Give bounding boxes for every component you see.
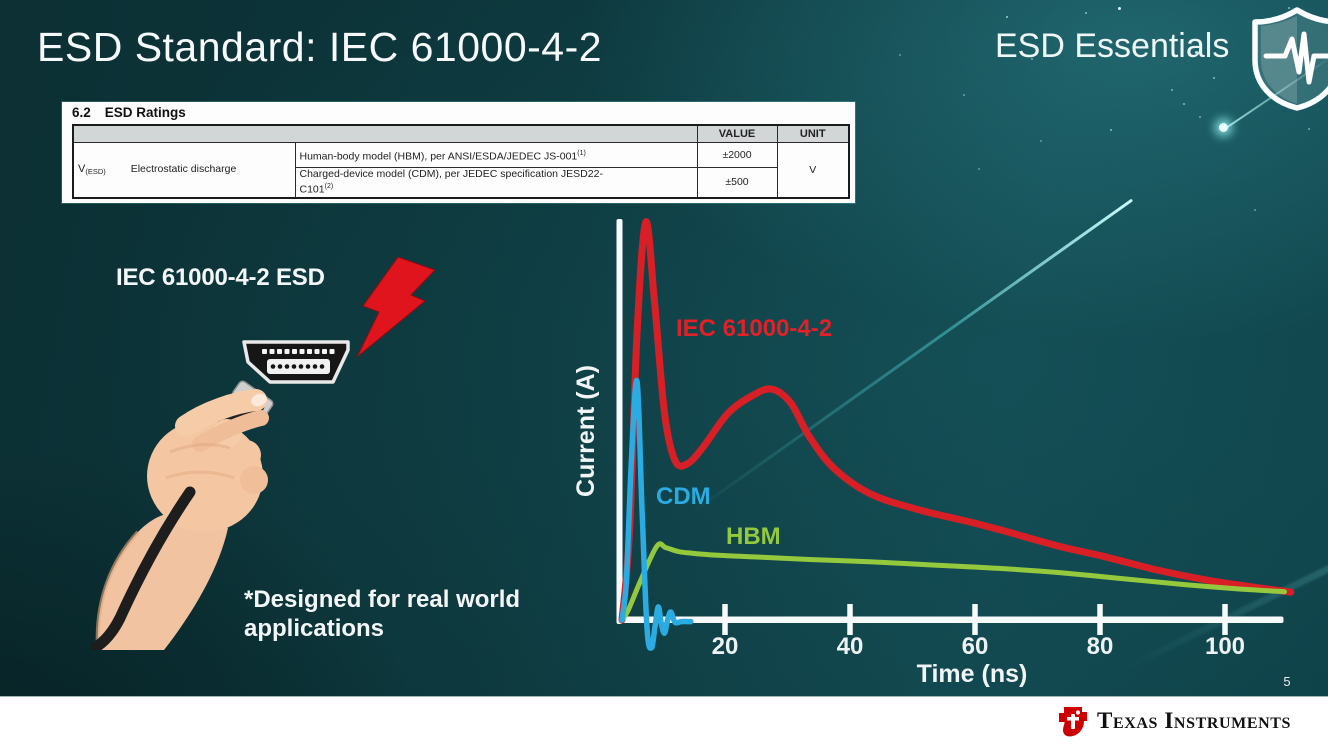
table-section-heading: 6.2 ESD Ratings: [72, 105, 186, 120]
star-dot: [978, 168, 980, 170]
cdm-description: Charged-device model (CDM), per JEDEC sp…: [299, 168, 603, 180]
x-axis-line: [616, 616, 1284, 623]
header-spacer-cell: [72, 124, 698, 143]
x-tick-mark: [972, 604, 978, 635]
header-unit: UNIT: [776, 124, 850, 143]
esd-ratings-table-panel: 6.2 ESD Ratings VALUE UNIT V(ESD) Electro…: [62, 102, 855, 203]
star-dot: [1308, 128, 1310, 130]
section-number: 6.2: [72, 105, 91, 120]
star-dot: [963, 94, 965, 96]
esd-ratings-table: VALUE UNIT V(ESD) Electrostatic discharg…: [72, 124, 850, 199]
x-tick-label: 60: [961, 633, 989, 660]
footer-bar: Texas Instruments: [0, 696, 1328, 746]
cdm-value: ±500: [696, 167, 778, 198]
star-dot: [1118, 7, 1121, 10]
x-tick-mark: [722, 604, 728, 635]
star-dot: [1213, 77, 1215, 79]
star-dot: [1183, 103, 1185, 105]
slide-title: ESD Standard: IEC 61000-4-2: [37, 24, 603, 70]
ti-logo-icon: [1059, 707, 1087, 737]
star-dot: [899, 54, 901, 56]
y-axis-line: [616, 219, 623, 624]
light-streak-glow: [1219, 123, 1228, 132]
star-dot: [1006, 16, 1008, 18]
star-dot: [1040, 140, 1042, 142]
illustration-label: IEC 61000-4-2 ESD: [116, 264, 325, 291]
unit-cell: V: [776, 142, 850, 198]
program-badge-label: ESD Essentials: [995, 27, 1230, 65]
shield-pulse-icon: [1252, 7, 1328, 111]
lightning-bolt-icon: [356, 257, 436, 357]
parameter-cell: V(ESD) Electrostatic discharge: [72, 142, 296, 198]
star-dot: [1110, 129, 1112, 131]
section-title: ESD Ratings: [104, 105, 186, 120]
footnote-line2: applications: [244, 615, 385, 642]
x-tick-label: 80: [1086, 633, 1114, 660]
star-dot: [1254, 209, 1256, 211]
hbm-value: ±2000: [696, 142, 778, 168]
series-curve-cdm: [619, 377, 694, 651]
hdmi-connector-icon: [242, 340, 350, 384]
hbm-description-cell: Human-body model (HBM), per ANSI/ESDA/JE…: [294, 142, 698, 168]
parameter-name: Electrostatic discharge: [130, 163, 237, 176]
hbm-description: Human-body model (HBM), per ANSI/ESDA/JE…: [299, 150, 578, 162]
series-label-hbm: HBM: [726, 523, 781, 550]
series-label-iec: IEC 61000-4-2: [676, 315, 833, 342]
footnote-text: *Designed for real world applications: [244, 585, 520, 643]
star-dot: [1171, 89, 1173, 91]
x-tick-label: 100: [1204, 633, 1246, 660]
brand-wordmark: Texas Instruments: [1097, 708, 1292, 733]
page-number: 5: [1283, 674, 1291, 689]
footnote-line1: *Designed for real world: [244, 586, 521, 613]
cdm-footnote-ref: (2): [324, 182, 334, 190]
hand-holding-cable-illustration: [90, 380, 274, 650]
header-value: VALUE: [696, 124, 778, 143]
light-streak: [687, 198, 1134, 517]
x-tick-mark: [847, 604, 853, 635]
hbm-footnote-ref: (1): [577, 149, 586, 157]
parameter-symbol-sub: (ESD): [85, 167, 106, 177]
x-tick-mark: [1097, 604, 1103, 635]
x-tick-label: 40: [836, 633, 864, 660]
series-curve-iec-61000-4-2: [618, 218, 1295, 624]
series-curve-hbm: [619, 541, 1287, 623]
parameter-symbol: V: [78, 163, 86, 176]
x-tick-mark: [1222, 604, 1228, 635]
x-axis-label: Time (ns): [916, 660, 1028, 688]
star-dot: [1199, 116, 1201, 118]
series-label-cdm: CDM: [656, 483, 711, 510]
x-tick-label: 20: [711, 633, 739, 660]
y-axis-label: Current (A): [572, 365, 600, 497]
cdm-description-line2: C101: [299, 183, 325, 195]
star-dot: [1085, 12, 1087, 14]
cdm-description-cell: Charged-device model (CDM), per JEDEC sp…: [294, 167, 698, 198]
